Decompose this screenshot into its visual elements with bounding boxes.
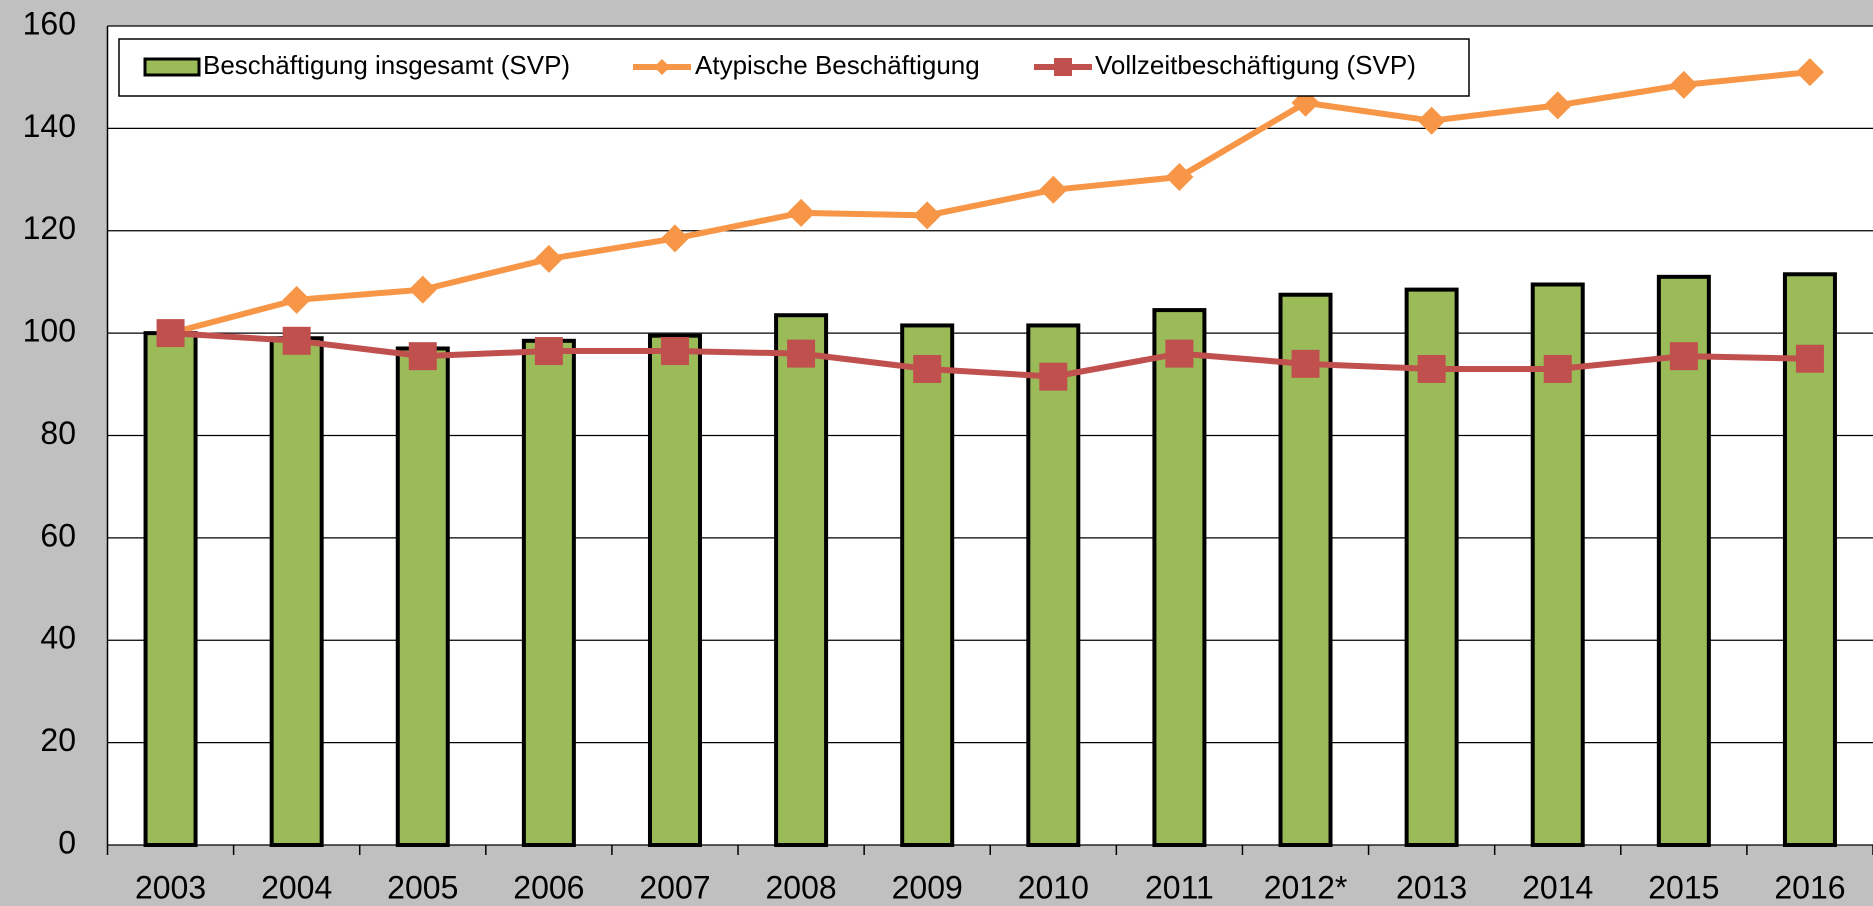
square-marker	[156, 319, 185, 348]
x-tick-label: 2003	[135, 869, 206, 905]
square-marker	[1417, 354, 1446, 383]
diamond-marker	[1165, 163, 1194, 192]
square-marker	[1039, 362, 1068, 391]
x-tick-label: 2006	[513, 869, 584, 905]
diamond-marker	[1669, 70, 1698, 99]
y-tick-label: 40	[40, 620, 76, 656]
bar	[143, 331, 198, 847]
line	[169, 69, 1811, 337]
square-marker	[534, 337, 563, 366]
square-marker	[787, 339, 816, 368]
y-tick-label: 0	[58, 824, 76, 860]
bar	[774, 313, 829, 848]
bar	[269, 336, 324, 847]
bar	[1026, 323, 1081, 847]
square-marker	[1543, 354, 1572, 383]
y-tick-label: 60	[40, 517, 76, 553]
y-tick-label: 20	[40, 722, 76, 758]
line	[170, 330, 1811, 380]
diamond-marker	[408, 275, 437, 304]
square-marker	[1291, 349, 1320, 378]
diamond-marker	[787, 198, 816, 227]
y-tick-label: 160	[23, 5, 76, 41]
x-tick-label: 2015	[1648, 869, 1719, 905]
x-tick-label: 2016	[1774, 869, 1845, 905]
x-tick-label: 2007	[639, 869, 710, 905]
diamond-marker	[282, 285, 311, 314]
square-marker	[660, 337, 689, 366]
legend-label: Vollzeitbeschäftigung (SVP)	[1095, 50, 1416, 80]
y-tick-label: 80	[40, 415, 76, 451]
legend-label: Atypische Beschäftigung	[695, 50, 980, 80]
diamond-marker	[913, 201, 942, 230]
x-tick-label: 2009	[892, 869, 963, 905]
y-tick-label: 140	[23, 108, 76, 144]
square-marker	[408, 342, 437, 371]
diamond-marker	[660, 224, 689, 253]
x-tick-label: 2005	[387, 869, 458, 905]
diamond-marker	[654, 59, 670, 75]
x-tick-label: 2004	[261, 869, 332, 905]
bar	[521, 338, 576, 847]
y-tick-label: 120	[23, 210, 76, 246]
bar	[395, 346, 450, 847]
square-marker	[913, 354, 942, 383]
diamond-marker	[1039, 175, 1068, 204]
bar	[1278, 292, 1333, 847]
legend-swatch	[143, 57, 201, 77]
legend-box	[118, 38, 1470, 97]
x-tick-label: 2011	[1145, 869, 1214, 905]
square-marker	[1054, 58, 1072, 76]
bar	[1656, 274, 1711, 848]
diamond-marker	[1417, 106, 1446, 135]
square-marker	[1669, 342, 1698, 371]
square-marker	[1165, 339, 1194, 368]
y-tick-label: 100	[23, 313, 76, 349]
x-tick-label: 2014	[1522, 869, 1593, 905]
diamond-marker	[1795, 58, 1824, 87]
x-tick-label: 2012*	[1264, 869, 1348, 905]
x-tick-label: 2013	[1396, 869, 1467, 905]
bar	[647, 333, 702, 847]
square-marker	[1795, 344, 1824, 373]
legend-label: Beschäftigung insgesamt (SVP)	[203, 50, 570, 80]
bar	[900, 323, 955, 847]
x-tick-label: 2008	[765, 869, 836, 905]
diamond-marker	[534, 244, 563, 273]
x-tick-label: 2010	[1018, 869, 1089, 905]
diamond-marker	[1543, 91, 1572, 120]
square-marker	[282, 326, 311, 355]
bar	[1152, 308, 1207, 847]
